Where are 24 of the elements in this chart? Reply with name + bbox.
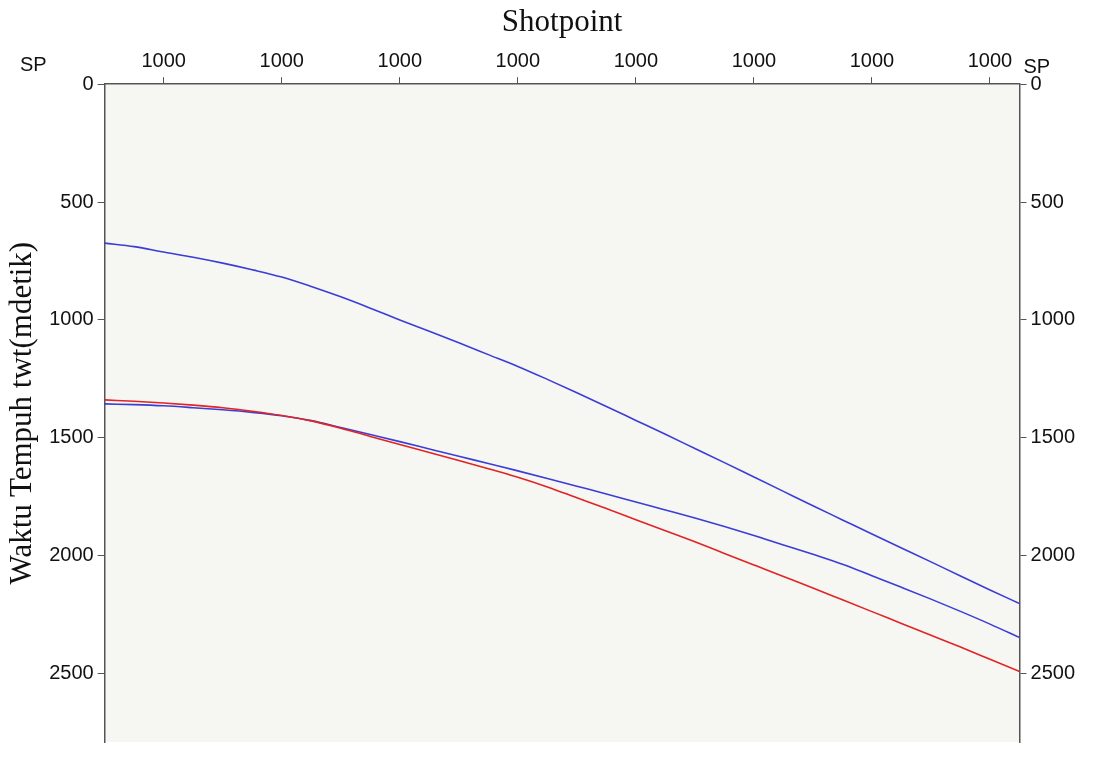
- x-axis-title: Shotpoint: [501, 2, 623, 38]
- y-tick-label: 1000: [49, 307, 94, 330]
- y2-tick-label: 500: [1030, 189, 1064, 212]
- x-tick-label: 1000: [259, 48, 304, 71]
- x-tick-label: 1000: [141, 48, 186, 71]
- line-series: [103, 242, 1021, 605]
- x-tick-label: 1000: [967, 48, 1013, 71]
- x-tick-label: 1000: [377, 48, 423, 71]
- y2-tick-label: 1500: [1030, 425, 1076, 448]
- x-tick-label: 1000: [849, 48, 895, 71]
- y-tick-label: 500: [60, 189, 94, 212]
- x-tick-label: 1000: [613, 48, 659, 71]
- y-tick-label: 1500: [49, 425, 94, 448]
- x-tick-label: 1000: [495, 48, 541, 71]
- text: SP: [20, 52, 47, 75]
- y2-tick-label: 1000: [1030, 307, 1076, 330]
- y-axis-title: Waktu Tempuh twt(mdetik): [2, 241, 38, 585]
- x-tick-label: 1000: [731, 48, 777, 71]
- y-tick-label: 0: [82, 71, 94, 94]
- y2-tick-label: 2500: [1030, 661, 1076, 684]
- text: SP: [1023, 54, 1051, 77]
- y2-tick-label: 2000: [1030, 543, 1076, 566]
- y-tick-label: 2000: [49, 543, 94, 566]
- y-tick-label: 2500: [49, 661, 94, 684]
